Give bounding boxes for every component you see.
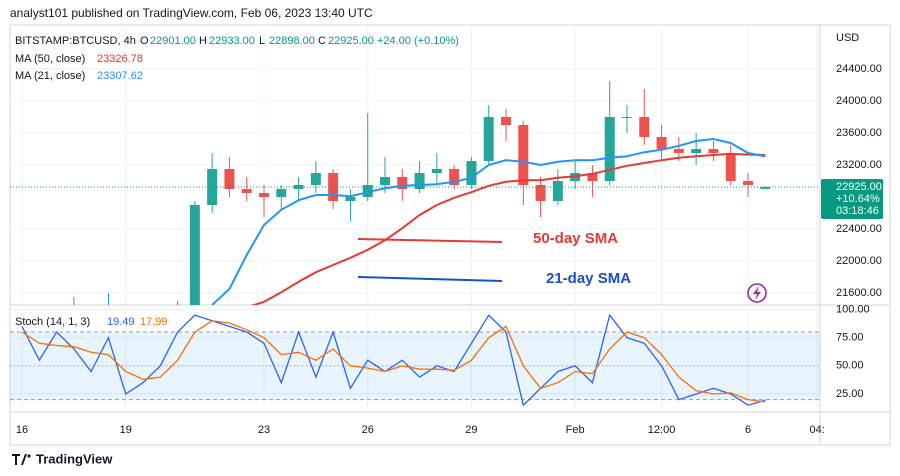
- y-axis-unit: USD: [836, 32, 859, 44]
- legend-value: 23326.78: [97, 53, 143, 65]
- legend-value: 17.99: [140, 316, 168, 328]
- x-tick-label: 19: [120, 424, 132, 436]
- legend-name: MA (21, close): [15, 70, 85, 82]
- y-tick-label: 22400.00: [836, 223, 882, 235]
- candle-body: [656, 137, 667, 149]
- last-price-label: 22925.00: [836, 181, 882, 193]
- x-tick-label: 23: [258, 424, 270, 436]
- candle-body: [397, 177, 408, 189]
- alert-icon[interactable]: [747, 283, 767, 303]
- brand-name: TradingView: [36, 451, 113, 466]
- candle-body: [466, 161, 477, 185]
- annotation-line: [357, 238, 503, 243]
- y-tick-label: 75.00: [836, 332, 864, 344]
- y-tick-label: 22000.00: [836, 255, 882, 267]
- candle-body: [708, 149, 719, 153]
- x-tick-label: 29: [465, 424, 477, 436]
- candle-body: [552, 181, 563, 201]
- y-tick-label: 24400.00: [836, 63, 882, 75]
- x-tick-label: 26: [362, 424, 374, 436]
- x-tick-label: 12:00: [648, 424, 676, 436]
- candle-body: [380, 177, 390, 185]
- last-price-change: +10.64%: [836, 193, 880, 205]
- x-tick-label: 04:: [809, 424, 824, 436]
- annotation: 21-day SMA: [546, 270, 631, 287]
- candle-body: [691, 149, 702, 153]
- candle-body: [189, 205, 200, 305]
- x-tick-label: 6: [745, 424, 751, 436]
- x-tick-label: Feb: [566, 424, 585, 436]
- y-tick-label: 21600.00: [836, 287, 882, 299]
- last-price-countdown: 03:18:46: [836, 205, 879, 217]
- candle-body: [760, 187, 771, 189]
- y-tick-label: 23200.00: [836, 159, 882, 171]
- header-title: analyst101 published on TradingView.com,…: [10, 6, 373, 20]
- candle-body: [725, 153, 736, 181]
- ohlc-key: L: [259, 35, 265, 47]
- candle-body: [639, 117, 650, 137]
- candle-body: [743, 181, 753, 185]
- candle-body: [362, 185, 373, 197]
- candle-body: [276, 189, 287, 197]
- last-price-box: [821, 179, 883, 219]
- legend-value: 19.49: [107, 316, 135, 328]
- candle-body: [431, 169, 442, 173]
- y-tick-label: 23600.00: [836, 127, 882, 139]
- candle-body: [414, 173, 425, 189]
- candle-body: [310, 173, 321, 185]
- ohlc-value: 22901.00: [150, 35, 196, 47]
- candle-body: [518, 125, 529, 185]
- candle-body: [449, 169, 460, 185]
- candle-body: [587, 173, 598, 181]
- candle-body: [241, 189, 252, 193]
- series-line: [21, 320, 766, 403]
- ohlc-value: 22933.00: [209, 35, 255, 47]
- annotation-line: [357, 276, 503, 282]
- ohlc-key: C: [318, 35, 326, 47]
- symbol-title: BITSTAMP:BTCUSD, 4h: [15, 35, 136, 47]
- frame: [9, 24, 891, 446]
- legend-name: MA (50, close): [15, 53, 85, 65]
- candle-body: [483, 117, 494, 161]
- y-tick-label: 25.00: [836, 388, 864, 400]
- change: +24.00 (+0.10%): [377, 35, 459, 47]
- candle-body: [207, 169, 218, 205]
- candle-body: [501, 117, 511, 125]
- legend-value: 23307.62: [97, 70, 143, 82]
- ohlc-key: O: [140, 35, 149, 47]
- indicator-title: Stoch (14, 1, 3): [15, 316, 90, 328]
- candle-body: [328, 173, 339, 201]
- y-tick-label: 50.00: [836, 360, 864, 372]
- candle-body: [535, 185, 546, 201]
- candle-body: [259, 193, 269, 197]
- candle-body: [622, 117, 632, 118]
- ohlc-value: 22898.00: [269, 35, 315, 47]
- y-tick-label: 24000.00: [836, 95, 882, 107]
- annotation: 50-day SMA: [533, 230, 618, 247]
- series-line: [250, 152, 766, 305]
- brand-logo: [12, 454, 31, 465]
- candle-body: [673, 149, 684, 153]
- candle-body: [224, 169, 235, 189]
- y-tick-label: 100.00: [836, 303, 870, 315]
- series-line: [211, 137, 766, 305]
- candle-body: [345, 197, 356, 201]
- x-tick-label: 16: [16, 424, 28, 436]
- series-line: [21, 313, 766, 407]
- ohlc-value: 22925.00: [328, 35, 374, 47]
- candle-body: [604, 117, 615, 181]
- ohlc-key: H: [199, 35, 207, 47]
